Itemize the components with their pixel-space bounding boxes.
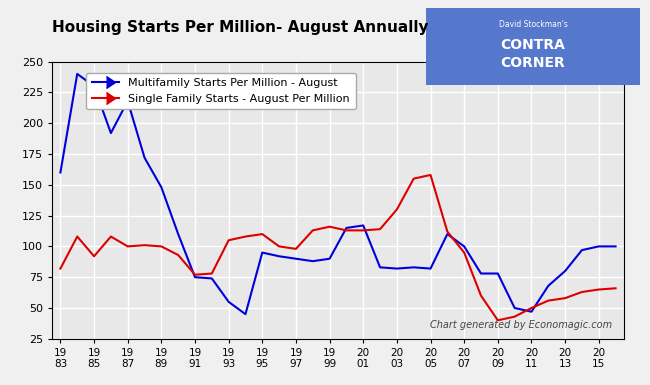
Text: CORNER: CORNER — [500, 56, 566, 70]
Text: David Stockman's: David Stockman's — [499, 20, 567, 29]
Text: CONTRA: CONTRA — [500, 38, 566, 52]
Text: Chart generated by Economagic.com: Chart generated by Economagic.com — [430, 320, 612, 330]
Legend: Multifamily Starts Per Million - August, Single Family Starts - August Per Milli: Multifamily Starts Per Million - August,… — [86, 73, 356, 109]
Text: Housing Starts Per Million- August Annually: Housing Starts Per Million- August Annua… — [52, 20, 428, 35]
